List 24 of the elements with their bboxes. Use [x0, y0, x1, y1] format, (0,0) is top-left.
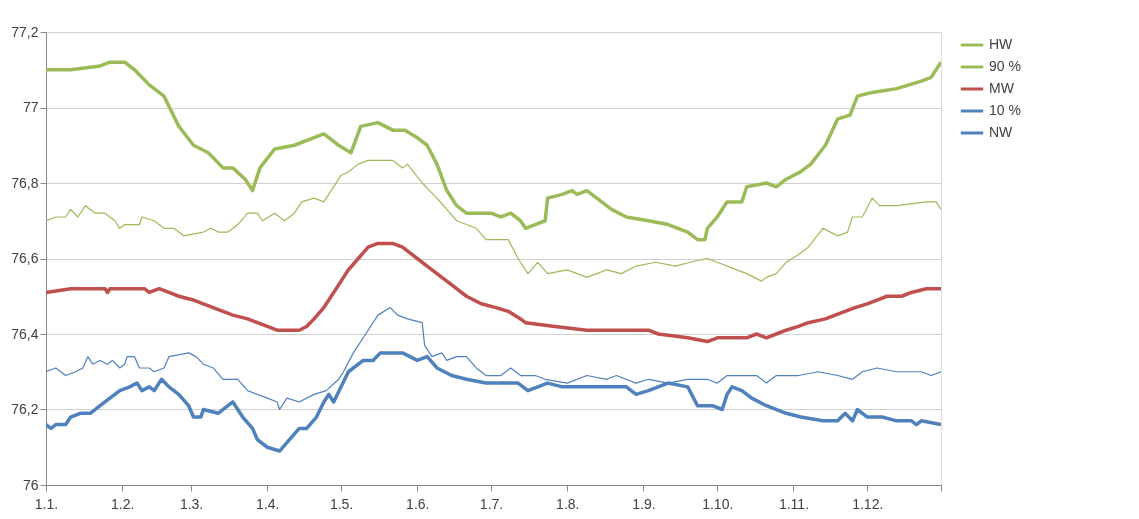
x-tick-label: 1.1.	[34, 495, 59, 512]
legend-label: MW	[989, 80, 1015, 96]
x-tick-label: 1.5.	[329, 495, 354, 512]
y-tick-label: 76,6	[11, 250, 39, 266]
x-tick-label: 1.8.	[556, 495, 580, 512]
x-tick-label: 1.11.	[778, 495, 810, 512]
x-tick-label: 1.12.	[852, 495, 884, 512]
legend-label: NW	[989, 124, 1014, 140]
x-tick-label: 1.2.	[111, 495, 135, 512]
y-tick-label: 76,2	[11, 401, 39, 417]
legend-label: 10 %	[989, 102, 1021, 118]
y-tick-label: 77	[22, 99, 39, 115]
x-tick-label: 1.4.	[256, 495, 280, 512]
x-tick-label: 1.10.	[702, 495, 734, 512]
legend-label: HW	[989, 36, 1014, 52]
x-tick-label: 1.6.	[406, 495, 430, 512]
y-tick-label: 76	[22, 476, 39, 493]
x-tick-label: 1.3.	[179, 495, 204, 512]
x-tick-label: 1.9.	[632, 495, 656, 512]
x-tick-label: 1.7.	[479, 495, 504, 512]
y-tick-label: 76,4	[11, 325, 39, 342]
legend-label: 90 %	[989, 58, 1021, 74]
y-tick-label: 77,2	[11, 23, 39, 40]
y-tick-label: 76,8	[11, 174, 39, 191]
